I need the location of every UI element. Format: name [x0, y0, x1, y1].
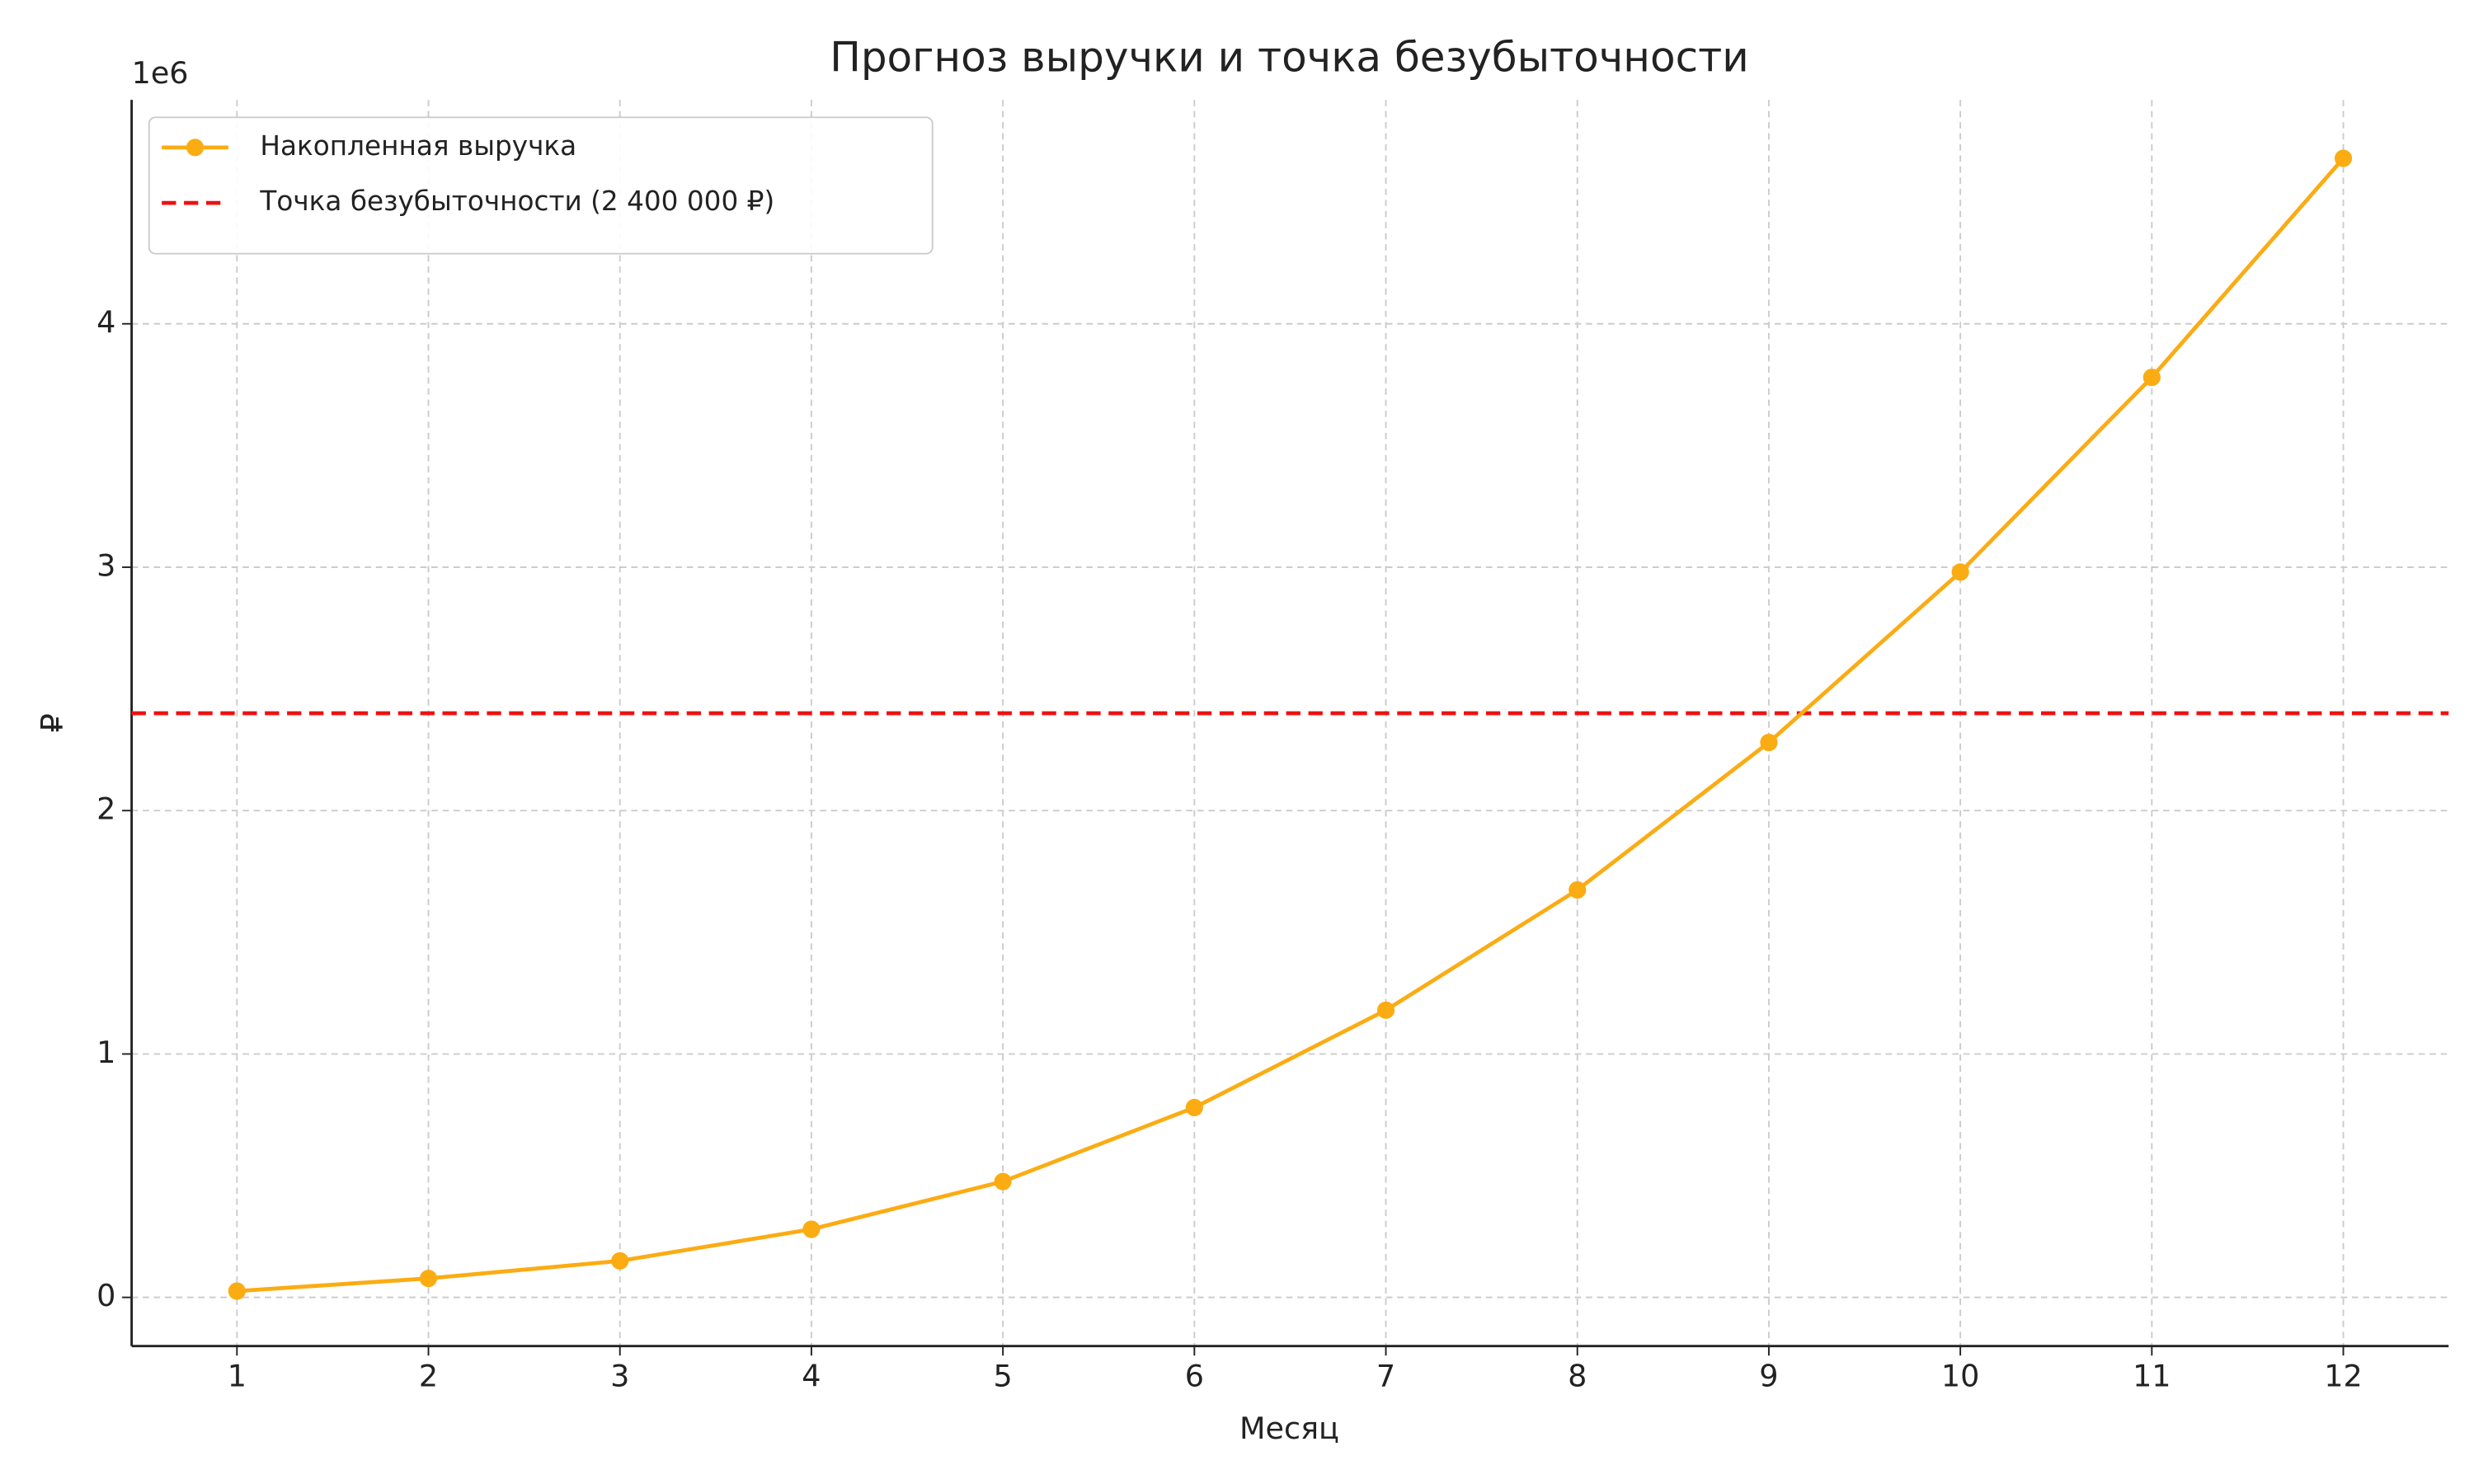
- data-point: [2334, 149, 2353, 167]
- y-tick-label: 1: [96, 1035, 115, 1070]
- data-point: [611, 1252, 629, 1270]
- x-tick-label: 11: [2133, 1359, 2171, 1394]
- data-point: [1569, 881, 1587, 899]
- x-tick-label: 2: [419, 1359, 438, 1394]
- legend-box: [148, 116, 934, 255]
- x-tick-label: 7: [1376, 1359, 1395, 1394]
- y-tick-label: 0: [96, 1278, 115, 1313]
- series-line: [237, 157, 2345, 1294]
- x-tick-label: 3: [610, 1359, 629, 1394]
- x-tick-label: 5: [994, 1359, 1013, 1394]
- x-tick-label: 9: [1759, 1359, 1778, 1394]
- data-point: [419, 1270, 438, 1288]
- x-tick-label: 12: [2324, 1359, 2362, 1394]
- legend-marker: [186, 139, 205, 157]
- x-tick-label: 1: [228, 1359, 247, 1394]
- y-tick-label: 2: [96, 791, 115, 827]
- legend-label: Точка безубыточности (2 400 000 ₽): [259, 186, 774, 217]
- data-point: [1760, 733, 1778, 752]
- data-point: [1185, 1098, 1203, 1116]
- legend-label: Накопленная выручка: [260, 130, 576, 162]
- x-tick-label: 4: [802, 1359, 821, 1394]
- x-axis-label: Месяц: [1239, 1411, 1339, 1446]
- y-axis-label: ₽: [35, 713, 70, 732]
- y-tick-label: 4: [96, 304, 115, 340]
- x-tick-label: 8: [1568, 1359, 1587, 1394]
- data-point: [802, 1220, 821, 1238]
- data-point: [228, 1282, 246, 1300]
- x-tick-label: 6: [1185, 1359, 1204, 1394]
- data-point: [994, 1172, 1012, 1190]
- x-tick-label: 10: [1941, 1359, 1979, 1394]
- y-tick-label: 3: [96, 547, 115, 583]
- y-offset-label: 1e6: [132, 55, 189, 91]
- data-point: [2142, 369, 2161, 387]
- data-point: [1376, 1001, 1395, 1019]
- data-point: [1951, 563, 1969, 581]
- chart-title: Прогноз выручки и точка безубыточности: [830, 34, 1748, 82]
